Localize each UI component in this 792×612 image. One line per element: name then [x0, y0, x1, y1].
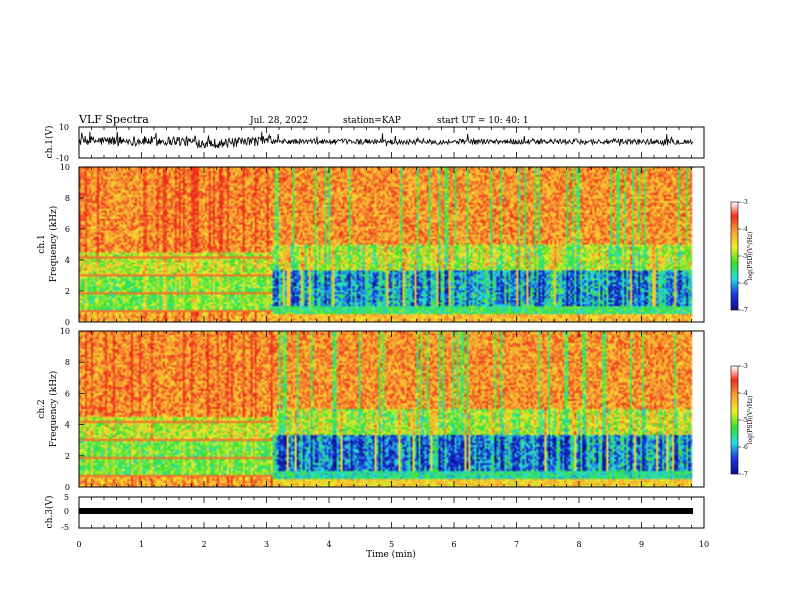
x-tick-label: 2 — [201, 540, 206, 549]
ch2-channel-label: ch.2 — [37, 399, 47, 418]
ch2-spectrogram-image — [79, 331, 704, 487]
ch1-spectrogram-ytick-label: 0 — [65, 318, 70, 327]
ch2-colorbar-label: log(PSD)(V²/Hz) — [747, 396, 754, 445]
ch3-ytick-mid: 0 — [64, 507, 69, 516]
ch1-colorbar-tick-label: -6 — [742, 280, 748, 287]
ch2-colorbar-tick-label: -3 — [742, 363, 748, 370]
ch1-colorbar-tick-label: -4 — [742, 226, 748, 233]
x-tick-label: 5 — [389, 540, 394, 549]
ch3-ytick-bottom: -5 — [61, 523, 69, 532]
ch2-colorbar-tick-label: -5 — [742, 417, 748, 424]
ch1-spectrogram-ytick-label: 6 — [65, 225, 70, 234]
ch1-spectrogram-yticks: 0 2 4 6 8 10 — [60, 163, 84, 327]
ch1-spectrogram-panel: ch.1 Frequency (kHz) 0 2 4 6 8 10 -3 -4 -5 -6 -7 … — [37, 163, 754, 327]
ch2-colorbar-gradient — [731, 366, 738, 474]
x-tick-label: 7 — [514, 540, 519, 549]
x-tick-label: 1 — [139, 540, 144, 549]
x-axis-ticks — [78, 127, 705, 528]
ch3-ytick-top: 5 — [64, 493, 69, 502]
ch1-colorbar-label: log(PSD)(V²/Hz) — [747, 232, 754, 281]
figure-title: VLF Spectra — [78, 113, 149, 126]
x-tick-label: 6 — [451, 540, 456, 549]
ch1-spectrogram-ytick-label: 4 — [65, 256, 70, 265]
date-label: Jul. 28, 2022 — [249, 116, 308, 126]
ch1-waveform-panel: ch.1(V) 10 -10 — [44, 123, 705, 163]
ch1-colorbar-tick-label: -5 — [742, 253, 748, 260]
ch1-ytick-bottom: -10 — [56, 154, 69, 163]
ch2-colorbar-tick-label: -6 — [742, 444, 748, 451]
ch2-spectrogram-yticks: 0 2 4 6 8 10 — [60, 327, 84, 492]
x-tick-label: 10 — [699, 540, 709, 549]
ch2-colorbar-tick-label: -7 — [742, 471, 748, 478]
ch2-spectrogram-ytick-label: 4 — [65, 421, 70, 430]
ch2-spectrogram-ytick-label: 10 — [60, 327, 70, 336]
ch1-waveform-line — [78, 131, 694, 149]
ch2-spectrogram-ytick-label: 8 — [65, 358, 70, 367]
x-axis-tick-labels: 0 1 2 3 4 5 6 7 8 9 10 — [76, 540, 709, 549]
start-time-label: start UT = 10: 40: 1 — [437, 116, 529, 126]
x-tick-label: 9 — [639, 540, 644, 549]
ch1-colorbar: -3 -4 -5 -6 -7 log(PSD)(V²/Hz) — [730, 199, 754, 314]
ch1-colorbar-gradient — [731, 202, 738, 310]
ch2-colorbar: -3 -4 -5 -6 -7 log(PSD)(V²/Hz) — [730, 363, 754, 478]
ch1-spectrogram-ytick-label: 2 — [65, 287, 70, 296]
x-tick-label: 4 — [326, 540, 331, 549]
ch2-spectrogram-panel: ch.2 Frequency (kHz) 0 2 4 6 8 10 -3 -4 -5 -6 -7 … — [37, 327, 754, 492]
ch1-spectrogram-image — [79, 167, 704, 322]
x-tick-label: 8 — [576, 540, 581, 549]
ch1-colorbar-tick-label: -3 — [742, 199, 748, 206]
ch3-waveform-ylabel: ch.3(V) — [44, 496, 55, 529]
ch1-waveform-ylabel: ch.1(V) — [44, 126, 55, 159]
ch3-waveform-panel: ch.3(V) 5 0 -5 — [44, 493, 705, 532]
ch1-colorbar-tick-label: -7 — [742, 307, 748, 314]
x-tick-label: 0 — [76, 540, 81, 549]
ch1-frequency-ylabel: Frequency (kHz) — [48, 206, 59, 283]
ch2-spectrogram-ytick-label: 0 — [65, 483, 70, 492]
ch1-channel-label: ch.1 — [37, 234, 47, 253]
x-axis-label: Time (min) — [366, 549, 416, 560]
station-label: station=KAP — [343, 116, 401, 126]
x-tick-label: 3 — [264, 540, 269, 549]
ch1-spectrogram-ytick-label: 8 — [65, 194, 70, 203]
ch2-colorbar-tick-label: -4 — [742, 390, 748, 397]
ch2-frequency-ylabel: Frequency (kHz) — [48, 371, 59, 448]
ch1-spectrogram-ytick-label: 10 — [60, 163, 70, 172]
ch2-spectrogram-ytick-label: 6 — [65, 389, 70, 398]
ch2-spectrogram-ytick-label: 2 — [65, 452, 70, 461]
ch1-ytick-top: 10 — [59, 123, 69, 132]
ch3-waveform-band — [79, 508, 693, 514]
